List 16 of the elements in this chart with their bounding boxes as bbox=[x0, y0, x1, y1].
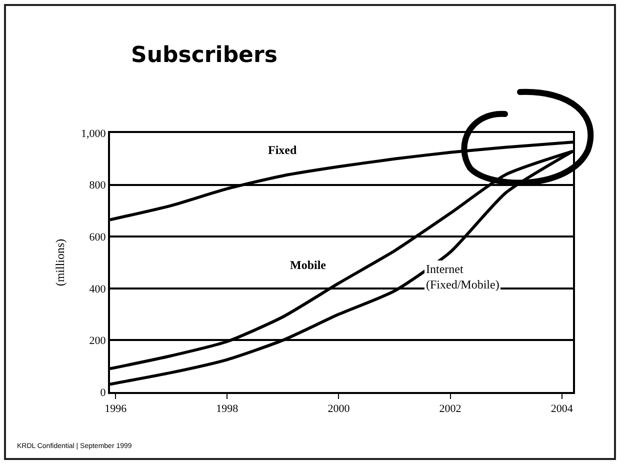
y-tick-label: 1,000 bbox=[81, 128, 106, 140]
y-tick-label: 400 bbox=[89, 283, 106, 296]
series-label: Fixed bbox=[268, 143, 297, 157]
series-label: Mobile bbox=[290, 258, 327, 272]
y-tick-label: 0 bbox=[100, 386, 106, 399]
x-tick-label: 2002 bbox=[439, 403, 462, 416]
x-tick-label: 1996 bbox=[104, 403, 128, 416]
x-tick-label: 2004 bbox=[550, 403, 574, 416]
y-axis-title: (millions) bbox=[52, 238, 67, 286]
y-tick-label: 200 bbox=[89, 335, 106, 348]
series-label: Internet (Fixed/Mobile) bbox=[426, 262, 500, 292]
y-tick-label: 800 bbox=[89, 180, 106, 192]
y-tick-label: 600 bbox=[89, 231, 106, 244]
chart-title: Subscribers bbox=[131, 43, 278, 68]
x-tick-label: 2000 bbox=[328, 403, 350, 416]
x-tick-label: 1998 bbox=[216, 403, 239, 416]
